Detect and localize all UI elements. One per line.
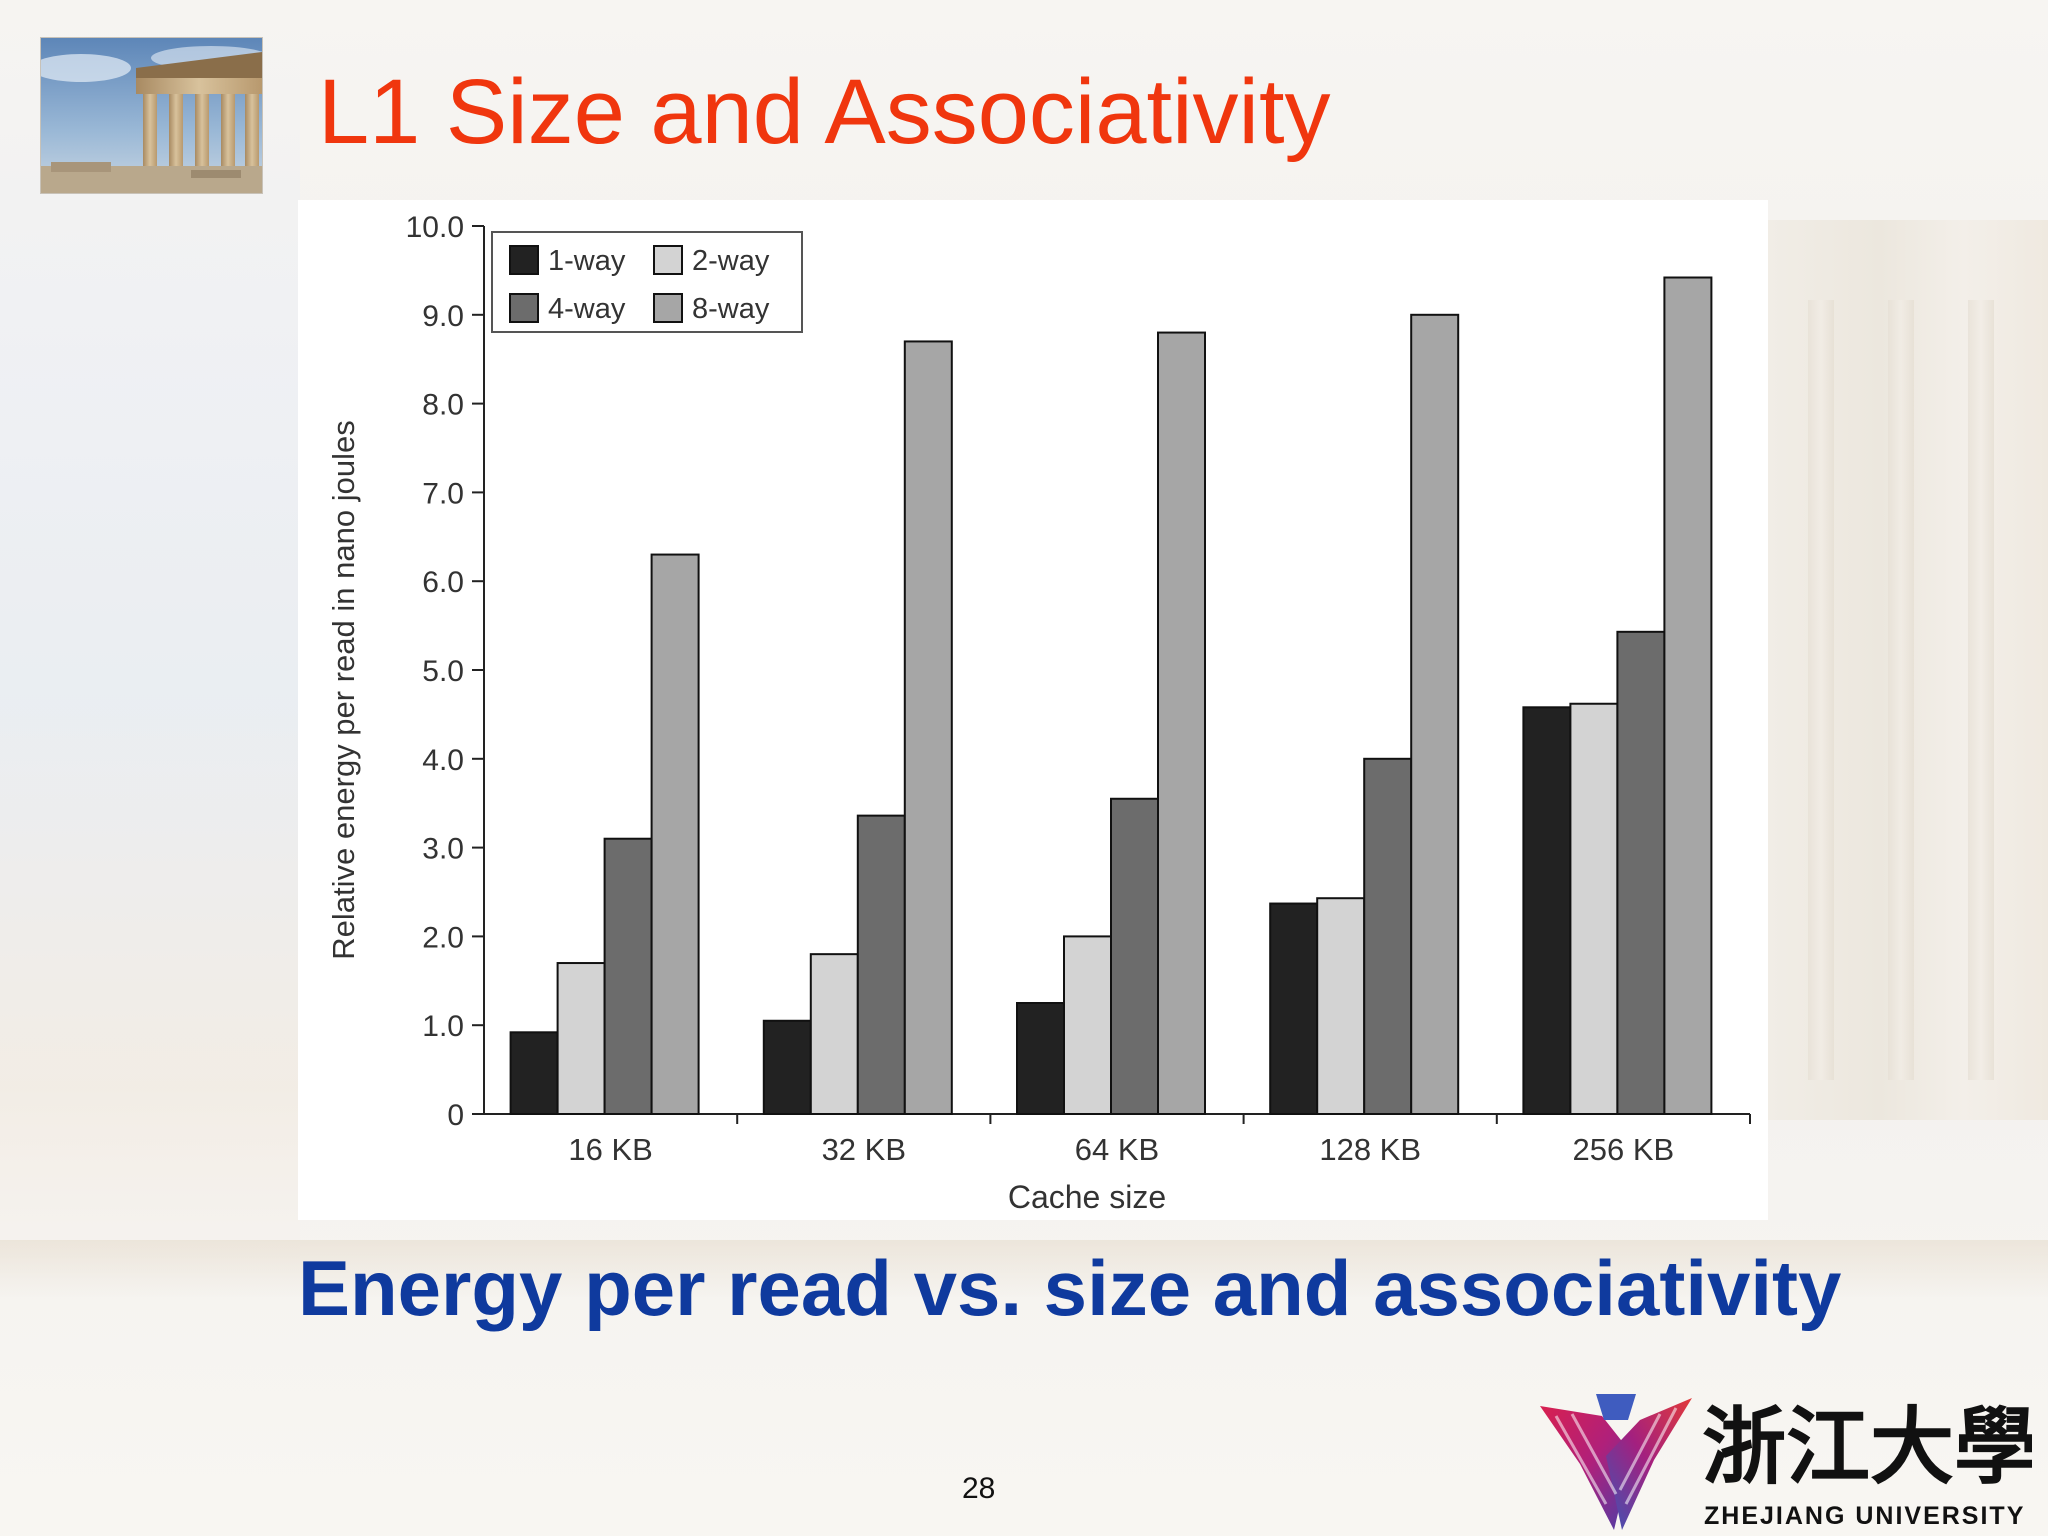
bar-4-way (856, 814, 906, 1116)
y-tick-label: 8.0 (422, 389, 464, 422)
chart-panel: 0 1.0 2.0 3.0 4.0 5.0 6.0 7.0 8.0 9.0 10.0 16 KB 32 … (298, 200, 1768, 1220)
x-tick-label: 16 KB (568, 1132, 652, 1167)
bar-8-way (1663, 276, 1713, 1115)
bar-4-way (603, 837, 653, 1115)
legend-label-8-way: 8-way (692, 293, 770, 325)
bar-8-way (903, 340, 953, 1115)
legend-label-1-way: 1-way (548, 245, 626, 277)
x-tick-label: 256 KB (1573, 1132, 1675, 1167)
y-tick-label: 2.0 (422, 921, 464, 954)
y-tick-label: 10.0 (406, 211, 464, 244)
bar-1-way (1522, 706, 1572, 1115)
y-tick-label: 1.0 (422, 1010, 464, 1043)
page-title: L1 Size and Associativity (318, 61, 1331, 163)
legend-label-2-way: 2-way (692, 245, 770, 277)
page-number: 28 (962, 1472, 996, 1505)
zhejiang-university-emblem-icon (1540, 1394, 1692, 1530)
slide-subtitle: Energy per read vs. size and associativi… (298, 1244, 1842, 1332)
background-left (0, 0, 300, 1280)
bar-2-way (556, 962, 606, 1115)
bar-4-way (1616, 630, 1666, 1115)
x-tick-label: 128 KB (1319, 1132, 1421, 1167)
bar-4-way (1363, 757, 1413, 1115)
legend-swatch-8-way (653, 293, 683, 323)
bar-1-way (509, 1031, 559, 1116)
bar-chart: 0 1.0 2.0 3.0 4.0 5.0 6.0 7.0 8.0 9.0 10.0 16 KB 32 … (326, 211, 1751, 1215)
y-axis-title: Relative energy per read in nano joules (326, 420, 361, 959)
x-tick-label: 32 KB (822, 1132, 906, 1167)
bar-4-way (1110, 797, 1159, 1115)
legend-swatch-2-way (653, 245, 683, 275)
bar-2-way (1063, 935, 1112, 1116)
bar-2-way (809, 953, 859, 1115)
background-stone (0, 1240, 2048, 1300)
y-tick-label: 3.0 (422, 833, 464, 866)
y-tick-label: 9.0 (422, 300, 464, 333)
bar-2-way (1316, 897, 1366, 1115)
y-tick-label: 6.0 (422, 566, 464, 599)
bar-1-way (1016, 1002, 1065, 1115)
background-columns (1768, 220, 2048, 1120)
university-logo: 浙江大學 ZHEJIANG UNIVERSITY (1536, 1394, 2036, 1532)
legend-swatch-4-way (509, 293, 539, 323)
bar-8-way (650, 553, 700, 1115)
x-axis-title: Cache size (1008, 1179, 1166, 1215)
bar-1-way (762, 1019, 812, 1116)
bar-8-way (1157, 331, 1206, 1115)
bar-8-way (1410, 313, 1460, 1116)
bar-2-way (1569, 702, 1619, 1115)
parthenon-photo-icon (41, 38, 262, 193)
legend-label-4-way: 4-way (548, 293, 626, 325)
y-tick-label: 0 (447, 1099, 464, 1132)
legend-box (491, 231, 803, 333)
bar-1-way (1269, 902, 1319, 1115)
logo-chinese-text: 浙江大學 (1702, 1398, 2032, 1494)
logo-chinese-label: 浙江大學 (1702, 1398, 2032, 1494)
parthenon-thumbnail (40, 37, 263, 194)
x-tick-label: 64 KB (1075, 1132, 1159, 1167)
logo-english-text: ZHEJIANG UNIVERSITY (1704, 1502, 2026, 1530)
y-tick-label: 4.0 (422, 744, 464, 777)
legend-swatch-1-way (509, 245, 539, 275)
y-tick-label: 5.0 (422, 655, 464, 688)
y-tick-label: 7.0 (422, 477, 464, 510)
